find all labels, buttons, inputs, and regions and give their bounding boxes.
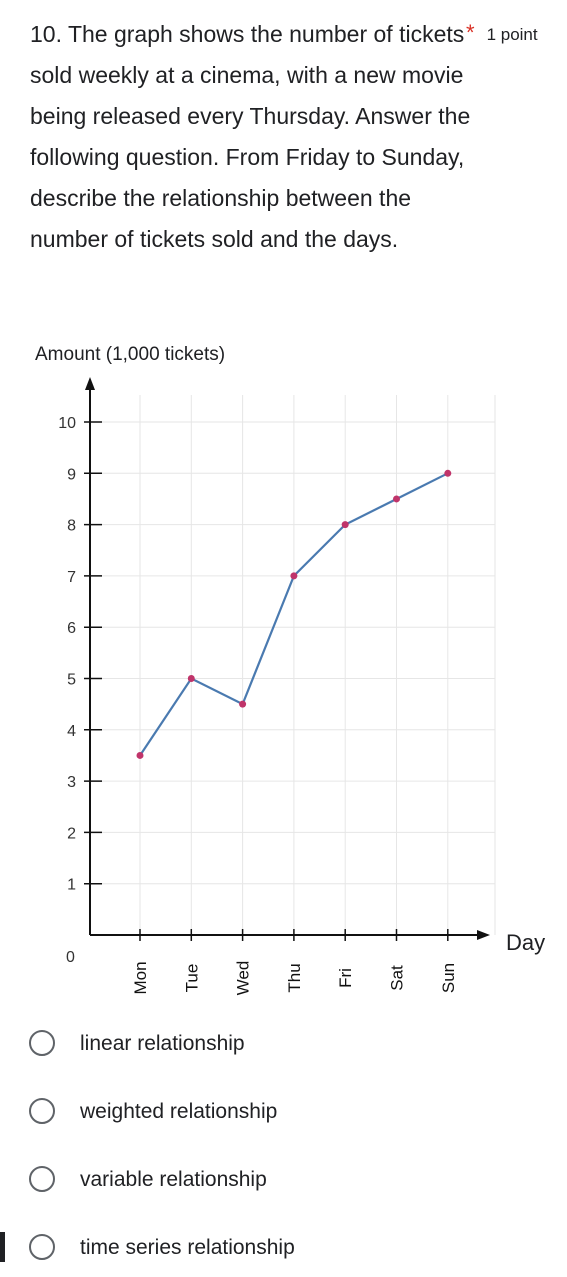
x-axis-arrow [477,930,490,940]
y-tick-label: 1 [67,877,76,894]
x-ticks: Mon Tue Wed Thu Fri Sat Sun [131,929,458,995]
option-linear[interactable]: linear relationship [0,1020,567,1070]
data-point [239,700,247,708]
chart-axes [85,377,490,940]
x-tick-label: Mon [131,961,150,994]
y-tick-label: 5 [67,672,76,689]
y-tick-label: 6 [67,620,76,637]
option-label: linear relationship [80,1032,245,1055]
x-axis-title: Day [506,930,545,955]
data-point [136,751,144,759]
radio-button[interactable] [29,1098,55,1124]
left-marker [0,1232,5,1262]
x-tick-label: Wed [234,961,253,996]
x-tick-label: Sat [388,965,407,991]
y-tick-label: 4 [67,723,76,740]
required-asterisk: * [466,20,475,45]
data-point [393,495,400,503]
radio-button[interactable] [29,1030,55,1056]
option-weighted[interactable]: weighted relationship [0,1088,567,1138]
x-tick-label: Thu [285,963,304,992]
y-tick-label: 10 [58,415,76,432]
points-value: 1 point [486,25,538,44]
points-label: * 1 point [466,20,538,46]
y-axis-title: Amount (1,000 tickets) [35,344,225,365]
y-tick-label: 9 [67,466,76,483]
option-time-series[interactable]: time series relationship [0,1224,567,1274]
ticket-sales-chart: Amount (1,000 tickets) Day 0 1 2 3 4 5 6 7 8 9 10… [35,344,545,995]
data-point [187,675,195,682]
y-ticks: 1 2 3 4 5 6 7 8 9 10 [58,415,102,894]
x-tick-label: Sun [439,963,458,993]
chart-grid [90,395,496,935]
data-point [290,572,298,580]
y-tick-label: 8 [67,518,76,535]
option-label: variable relationship [80,1168,267,1191]
x-tick-label: Tue [182,964,201,993]
y-tick-label: 7 [67,569,76,586]
y-tick-label: 2 [67,825,76,842]
option-label: weighted relationship [80,1100,278,1123]
y-tick-label: 3 [67,774,76,791]
data-point [341,521,349,529]
radio-button[interactable] [29,1234,55,1260]
question-text: 10. The graph shows the number of ticket… [30,21,471,252]
series-points [136,469,452,759]
option-label: time series relationship [80,1236,295,1259]
x-tick-label: Fri [336,968,355,988]
option-variable[interactable]: variable relationship [0,1156,567,1206]
data-point [444,469,452,477]
origin-label: 0 [66,949,75,966]
y-axis-arrow [85,377,95,390]
radio-button[interactable] [29,1166,55,1192]
